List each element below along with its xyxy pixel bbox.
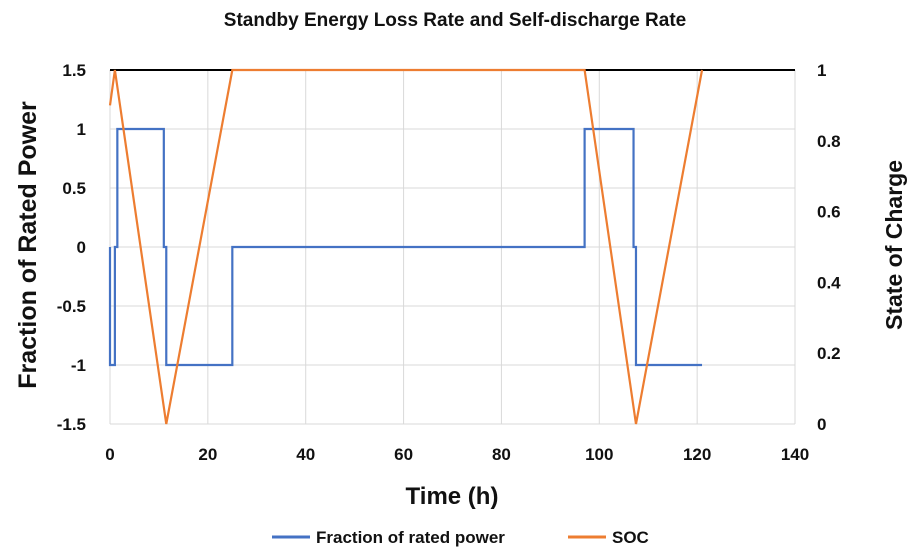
y2-tick-label: 0.6: [817, 203, 841, 222]
tick-labels: 0 20 40 60 80 100 120 140 -1.5 -1 -0.5 0 0.5 1 1.5 0 0.2…: [57, 61, 841, 464]
y2-tick-label: 0.4: [817, 273, 841, 292]
x-tick-label: 100: [585, 445, 613, 464]
x-tick-label: 60: [394, 445, 413, 464]
legend-label-power: Fraction of rated power: [316, 528, 505, 547]
x-tick-label: 80: [492, 445, 511, 464]
y-tick-label: -1: [71, 356, 86, 375]
y2-tick-label: 1: [817, 61, 826, 80]
legend-label-soc: SOC: [612, 528, 649, 547]
y-tick-label: 0: [77, 238, 86, 257]
y-tick-label: 1.5: [62, 61, 86, 80]
y-tick-label: -1.5: [57, 415, 86, 434]
x-axis-label: Time (h): [406, 483, 499, 510]
chart-title: Standby Energy Loss Rate and Self-discha…: [224, 10, 686, 31]
y2-tick-label: 0: [817, 415, 826, 434]
y-tick-label: 1: [77, 120, 86, 139]
series-line-power: [108, 127, 703, 367]
y2-tick-label: 0.8: [817, 132, 841, 151]
y2-tick-label: 0.2: [817, 344, 841, 363]
y-axis-label: Fraction of Rated Power: [14, 101, 42, 389]
x-tick-label: 120: [683, 445, 711, 464]
x-tick-label: 0: [105, 445, 114, 464]
x-tick-label: 20: [198, 445, 217, 464]
x-tick-label: 40: [296, 445, 315, 464]
y-tick-label: 0.5: [62, 179, 86, 198]
x-tick-label: 140: [781, 445, 809, 464]
series-line-soc: [108, 68, 704, 425]
series-layer: [108, 68, 704, 425]
y2-axis-label: State of Charge: [881, 160, 907, 330]
y-tick-label: -0.5: [57, 297, 86, 316]
legend: Fraction of rated power SOC: [272, 528, 649, 547]
